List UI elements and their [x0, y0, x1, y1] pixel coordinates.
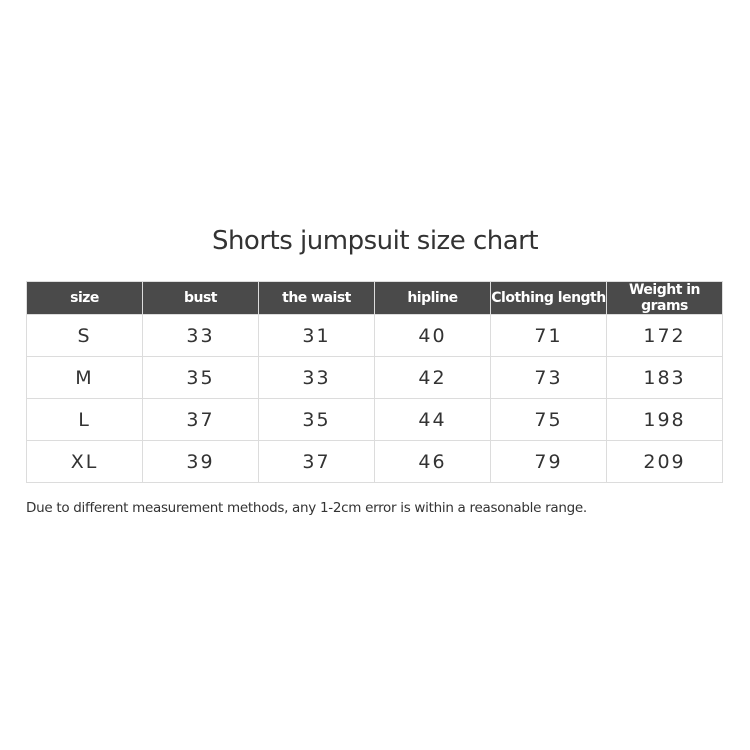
table-cell: 209	[606, 440, 723, 483]
column-header: the waist	[258, 281, 375, 315]
table-cell: 183	[606, 356, 723, 399]
table-cell: 33	[142, 314, 259, 357]
table-cell: 35	[142, 356, 259, 399]
table-cell: 31	[258, 314, 375, 357]
column-header: hipline	[374, 281, 491, 315]
table-cell: 37	[142, 398, 259, 441]
table-cell: 71	[490, 314, 607, 357]
table-cell: L	[26, 398, 143, 441]
table-cell: 73	[490, 356, 607, 399]
column-header: bust	[142, 281, 259, 315]
table-cell: S	[26, 314, 143, 357]
chart-title: Shorts jumpsuit size chart	[211, 226, 539, 256]
table-cell: 172	[606, 314, 723, 357]
table-cell: 198	[606, 398, 723, 441]
table-cell: 37	[258, 440, 375, 483]
table-cell: 79	[490, 440, 607, 483]
column-header: Clothing length	[490, 281, 607, 315]
table-cell: XL	[26, 440, 143, 483]
measurement-note: Due to different measurement methods, an…	[26, 500, 587, 516]
table-header-row: size bust the waist hipline Clothing length W…	[26, 281, 723, 315]
table-cell: 40	[374, 314, 491, 357]
table-cell: 35	[258, 398, 375, 441]
table-cell: 44	[374, 398, 491, 441]
table-row: M 35 33 42 73 183	[26, 356, 723, 399]
column-header: Weight in grams	[606, 281, 723, 315]
table-row: L 37 35 44 75 198	[26, 398, 723, 441]
table-cell: M	[26, 356, 143, 399]
table-cell: 33	[258, 356, 375, 399]
table-cell: 75	[490, 398, 607, 441]
table-cell: 46	[374, 440, 491, 483]
table-row: S 33 31 40 71 172	[26, 314, 723, 357]
size-table: size bust the waist hipline Clothing length W…	[26, 281, 723, 483]
table-cell: 42	[374, 356, 491, 399]
table-cell: 39	[142, 440, 259, 483]
table-row: XL 39 37 46 79 209	[26, 440, 723, 483]
column-header: size	[26, 281, 143, 315]
